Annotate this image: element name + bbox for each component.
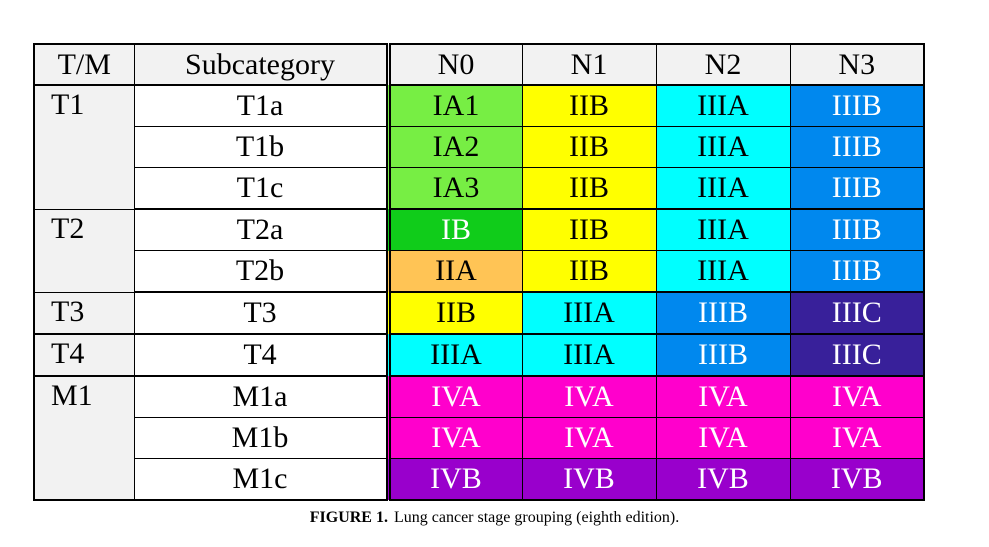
stage-cell-n2: IIIA bbox=[655, 250, 791, 293]
subcategory-cell: T1b bbox=[133, 126, 391, 168]
tm-group-cell: T1 bbox=[33, 84, 135, 210]
stage-cell-n0: IIB bbox=[387, 291, 523, 335]
n3-header: N3 bbox=[789, 43, 925, 86]
subcategory-cell: M1b bbox=[133, 417, 391, 459]
stage-cell-n0: IB bbox=[387, 208, 523, 251]
stage-cell-n2: IVA bbox=[655, 375, 791, 418]
tm-group-cell: T2 bbox=[33, 208, 135, 293]
table-row: T2 T2a IB IIB IIIA IIIB bbox=[33, 208, 925, 293]
stage-cell-n3: IIIB bbox=[789, 208, 925, 251]
stage-cell-n3: IIIB bbox=[789, 167, 925, 210]
tm-group-cell: T4 bbox=[33, 333, 135, 377]
stage-cell-n0: IA2 bbox=[387, 126, 523, 168]
stage-cell-n3: IIIC bbox=[789, 333, 925, 377]
n0-header: N0 bbox=[387, 43, 523, 86]
table-body: T1 T1a IA1 IIB IIIA IIIB T1b IA2 IIB IIIA IIIB T1c I… bbox=[33, 84, 925, 501]
stage-cell-n0: IVA bbox=[387, 375, 523, 418]
figure-caption: FIGURE 1. Lung cancer stage grouping (eig… bbox=[0, 509, 989, 527]
table-row: M1c IVB IVB IVB IVB bbox=[34, 458, 925, 501]
subcategory-header: Subcategory bbox=[133, 43, 391, 86]
table-row: M1b IVA IVA IVA IVA bbox=[34, 417, 925, 459]
stage-cell-n2: IIIA bbox=[655, 208, 791, 251]
stage-cell-n3: IIIB bbox=[789, 250, 925, 293]
subcategory-cell: T1a bbox=[133, 84, 391, 127]
table-row: T2b IIA IIB IIIA IIIB bbox=[34, 250, 925, 293]
table-row: T1c IA3 IIB IIIA IIIB bbox=[34, 167, 925, 210]
stage-cell-n0: IIA bbox=[387, 250, 523, 293]
stage-cell-n0: IA3 bbox=[387, 167, 523, 210]
caption-text: Lung cancer stage grouping (eighth editi… bbox=[393, 509, 680, 526]
table-row: T1 T1a IA1 IIB IIIA IIIB bbox=[33, 84, 925, 210]
stage-cell-n1: IVA bbox=[521, 417, 657, 459]
stage-cell-n3: IIIB bbox=[789, 84, 925, 127]
stage-cell-n3: IVB bbox=[789, 458, 925, 501]
stage-cell-n3: IVA bbox=[789, 417, 925, 459]
n1-header: N1 bbox=[521, 43, 657, 86]
stage-cell-n1: IIB bbox=[521, 167, 657, 210]
stage-cell-n0: IIIA bbox=[387, 333, 523, 377]
stage-cell-n1: IIB bbox=[521, 250, 657, 293]
stage-cell-n3: IIIC bbox=[789, 291, 925, 335]
stage-cell-n2: IIIA bbox=[655, 167, 791, 210]
stage-cell-n3: IVA bbox=[789, 375, 925, 418]
table-row: T3 T3 IIB IIIA IIIB IIIC bbox=[33, 291, 925, 335]
subcategory-cell: T2b bbox=[133, 250, 391, 293]
tm-group-cell: M1 bbox=[33, 375, 135, 501]
n2-header: N2 bbox=[655, 43, 791, 86]
stage-cell-n0: IA1 bbox=[387, 84, 523, 127]
table-row: M1 M1a IVA IVA IVA IVA bbox=[33, 375, 925, 501]
caption-label: FIGURE 1. bbox=[309, 509, 388, 526]
subcategory-cell: T4 bbox=[133, 333, 391, 377]
stage-cell-n2: IVB bbox=[655, 458, 791, 501]
subcategory-cell: T2a bbox=[133, 208, 391, 251]
tm-header: T/M bbox=[33, 43, 135, 86]
stage-cell-n2: IIIA bbox=[655, 126, 791, 168]
stage-cell-n1: IIB bbox=[521, 208, 657, 251]
subcategory-cell: T3 bbox=[133, 291, 391, 335]
stage-cell-n2: IIIB bbox=[655, 333, 791, 377]
table-row: T4 T4 IIIA IIIA IIIB IIIC bbox=[33, 333, 925, 377]
stage-cell-n1: IIIA bbox=[521, 291, 657, 335]
table-row: T1b IA2 IIB IIIA IIIB bbox=[34, 126, 925, 168]
stage-cell-n1: IIIA bbox=[521, 333, 657, 377]
stage-cell-n1: IIB bbox=[521, 126, 657, 168]
subcategory-cell: M1a bbox=[133, 375, 391, 418]
stage-cell-n2: IIIA bbox=[655, 84, 791, 127]
stage-cell-n2: IIIB bbox=[655, 291, 791, 335]
subcategory-cell: M1c bbox=[133, 458, 391, 501]
stage-cell-n1: IIB bbox=[521, 84, 657, 127]
header-row: T/M Subcategory N0 N1 N2 N3 bbox=[33, 43, 925, 86]
stage-cell-n0: IVA bbox=[387, 417, 523, 459]
subcategory-cell: T1c bbox=[133, 167, 391, 210]
stage-cell-n2: IVA bbox=[655, 417, 791, 459]
stage-cell-n1: IVA bbox=[521, 375, 657, 418]
stage-cell-n0: IVB bbox=[387, 458, 523, 501]
stage-cell-n1: IVB bbox=[521, 458, 657, 501]
tm-group-cell: T3 bbox=[33, 291, 135, 335]
stage-cell-n3: IIIB bbox=[789, 126, 925, 168]
stage-grouping-table: T/M Subcategory N0 N1 N2 N3 T1 T1a IA1 IIB I… bbox=[33, 43, 925, 501]
